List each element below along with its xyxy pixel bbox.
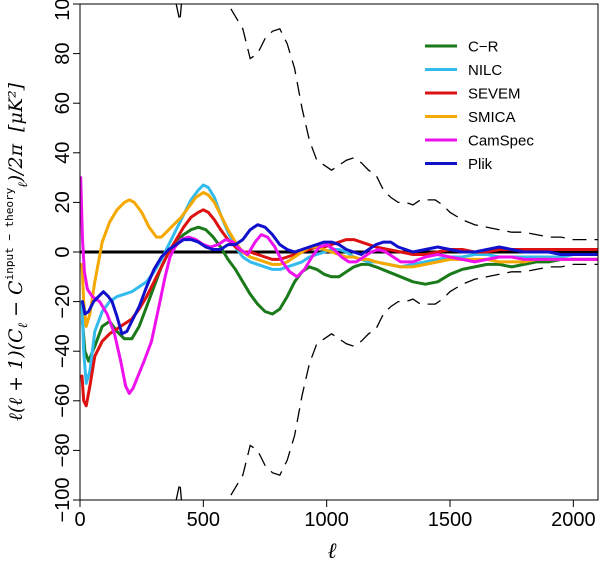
y-label-units: [μK²]: [5, 82, 27, 132]
x-axis-label: ℓ: [327, 539, 337, 564]
legend-label: SEVEM: [468, 86, 521, 103]
y-tick-label: −40: [52, 334, 74, 368]
y-label-sup: input − theory: [3, 187, 16, 280]
y-tick-label: 100: [52, 0, 74, 21]
legend-label: CamSpec: [468, 133, 534, 150]
y-label-tail: )/2π: [5, 143, 27, 183]
legend: C−R NILC SEVEM SMICA CamSpec Plik: [425, 39, 534, 173]
series-line-camspec: [80, 176, 598, 395]
y-axis: −100 −80 −60 −40 −20 0 20 40 60 80 100: [52, 0, 80, 523]
x-axis: 0 500 1000 1500 2000: [74, 500, 596, 531]
y-tick-label: −80: [52, 433, 74, 467]
x-tick-label: 1500: [428, 509, 473, 531]
series-layer: [80, 176, 598, 408]
series-line-smica: [80, 191, 598, 328]
y-tick-label: 0: [52, 246, 74, 257]
series-line-c-r: [81, 225, 598, 363]
series-line-nilc: [80, 183, 598, 385]
legend-label: C−R: [468, 39, 499, 56]
y-label-main: ℓ(ℓ + 1)(C: [5, 328, 27, 421]
envelope-upper-line: [175, 4, 598, 241]
x-tick-label: 1000: [304, 509, 349, 531]
x-tick-label: 500: [187, 509, 220, 531]
series-line-plik: [81, 223, 598, 336]
envelope-lower-line: [175, 263, 598, 500]
legend-label: SMICA: [468, 109, 516, 126]
y-label-minus: − C: [5, 280, 27, 323]
y-tick-label: 80: [52, 42, 74, 64]
y-label-sub-l: ℓ: [16, 322, 31, 328]
x-tick-label: 0: [74, 509, 85, 531]
y-tick-label: −100: [52, 477, 74, 522]
legend-label: NILC: [468, 62, 502, 79]
y-label-sub-l2: ℓ: [16, 182, 31, 188]
svg-text:ℓ(ℓ + 1)(Cℓ − Cinput − theoryℓ: ℓ(ℓ + 1)(Cℓ − Cinput − theoryℓ)/2π[μK²]: [3, 82, 31, 421]
y-tick-label: 20: [52, 191, 74, 213]
y-tick-label: −20: [52, 285, 74, 319]
y-axis-label: ℓ(ℓ + 1)(Cℓ − Cinput − theoryℓ)/2π[μK²]: [3, 82, 31, 421]
legend-label: Plik: [468, 156, 493, 173]
y-tick-label: 60: [52, 92, 74, 114]
plot-area: [80, 4, 598, 500]
y-tick-label: 40: [52, 142, 74, 164]
y-tick-label: −60: [52, 384, 74, 418]
x-tick-label: 2000: [551, 509, 596, 531]
